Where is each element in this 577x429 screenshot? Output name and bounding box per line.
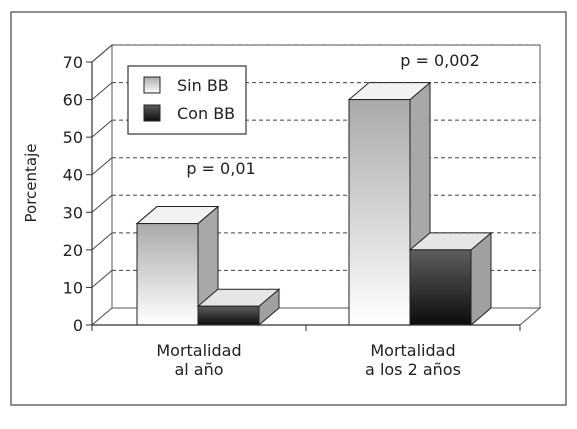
legend-label-con-bb: Con BB	[177, 104, 235, 123]
y-axis: 0 10 20 30 40 50 60 70	[63, 53, 93, 335]
gridline-side	[91, 194, 113, 213]
legend-label-sin-bb: Sin BB	[177, 76, 229, 95]
annotation-p-2years: p = 0,002	[400, 51, 480, 70]
bar-con-bb	[408, 231, 493, 327]
x-tick-label-line: Mortalidad	[370, 341, 455, 360]
gridline-side	[91, 270, 113, 288]
y-tick-label: 20	[63, 241, 83, 260]
left-wall	[91, 43, 113, 327]
bar-sin-bb	[135, 205, 220, 327]
y-tick-label: 0	[73, 316, 83, 335]
y-tick-label: 70	[63, 53, 83, 72]
gridline-side	[91, 232, 113, 251]
legend-box	[127, 65, 247, 135]
annotation-p-year: p = 0,01	[186, 159, 255, 178]
y-tick-label: 40	[63, 166, 83, 185]
y-tick-label: 10	[63, 278, 83, 297]
gridline-side	[91, 44, 113, 63]
bar-front	[136, 223, 199, 326]
bars	[135, 81, 493, 327]
x-tick-label: Mortalidad a los 2 años	[365, 341, 461, 379]
bar-front	[409, 249, 472, 326]
bar-front	[197, 305, 260, 326]
x-tick-label-line: a los 2 años	[365, 360, 461, 379]
gridline-side	[91, 157, 113, 176]
x-tick-label-line: Mortalidad	[156, 341, 241, 360]
legend-swatch-sin-bb	[143, 76, 161, 94]
x-tick-label: Mortalidad al año	[156, 341, 241, 379]
gridline-side	[91, 82, 113, 100]
legend-swatch-con-bb	[143, 104, 161, 122]
legend: Sin BB Con BB	[127, 65, 247, 135]
bar-sin-bb	[347, 81, 432, 327]
y-tick-label: 30	[63, 203, 83, 222]
y-tick-label: 50	[63, 128, 83, 147]
y-axis-label: Porcentaje	[22, 144, 40, 223]
bar-front	[348, 99, 411, 326]
bar-con-bb	[196, 288, 281, 327]
x-tick-label-line: al año	[174, 360, 223, 379]
gridline-side	[91, 119, 113, 138]
y-tick-label: 60	[63, 91, 83, 110]
